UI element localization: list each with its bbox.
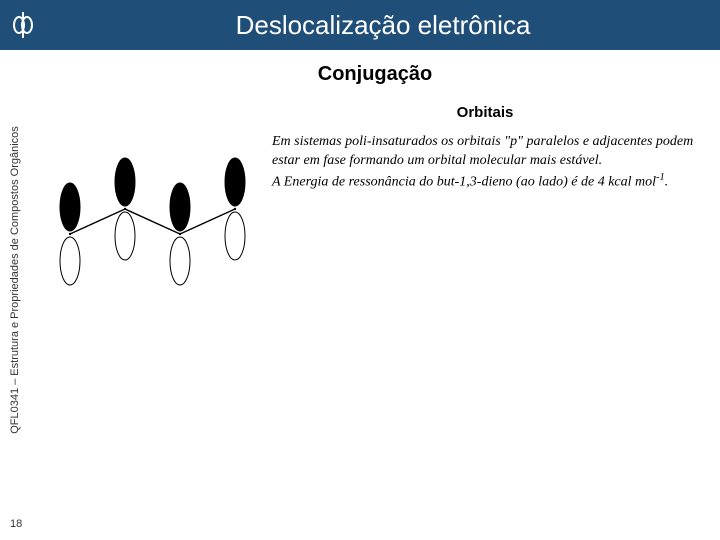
page-number: 18 (10, 518, 22, 530)
paragraph-2a: A Energia de ressonância do but-1,3-dien… (272, 174, 656, 189)
header-bar: Deslocalização eletrônica (0, 0, 720, 50)
slide-title: Deslocalização eletrônica (46, 10, 720, 41)
paragraph-2c: . (665, 174, 669, 189)
content-area: Conjugação Orbitais Em sistemas poli-ins… (40, 55, 710, 510)
body-text: Em sistemas poli-insaturados os orbitais… (272, 133, 710, 314)
course-code-label: QFL0341 – Estrutura e Propriedades de Co… (9, 126, 21, 434)
logo (0, 0, 46, 50)
section-title: Conjugação (40, 63, 710, 86)
superscript: -1 (656, 172, 665, 183)
orbital-diagram (40, 133, 260, 314)
phi-icon (8, 10, 38, 40)
paragraph-1: Em sistemas poli-insaturados os orbitais… (272, 134, 693, 168)
subsection-title: Orbitais (260, 104, 710, 121)
body-row: Em sistemas poli-insaturados os orbitais… (40, 133, 710, 314)
sidebar: QFL0341 – Estrutura e Propriedades de Co… (0, 50, 30, 510)
